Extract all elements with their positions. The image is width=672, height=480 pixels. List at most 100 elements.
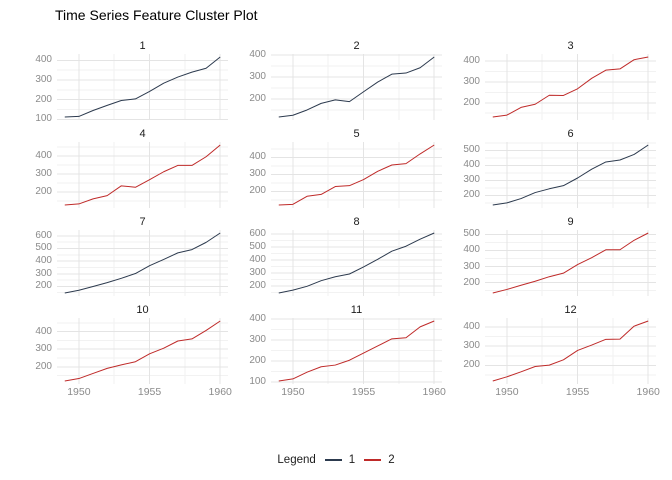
plot-area bbox=[57, 230, 228, 296]
facet-panel: 6 200 300 400 500 bbox=[442, 128, 656, 208]
y-axis-tick-label: 500 bbox=[249, 240, 266, 252]
plot-area bbox=[485, 142, 656, 208]
x-axis-tick-label: 1960 bbox=[208, 386, 232, 398]
legend-item-cluster-1: 1 bbox=[324, 454, 356, 466]
y-axis-tick-label: 200 bbox=[249, 185, 266, 197]
y-axis-tick-label: 300 bbox=[249, 168, 266, 180]
series-line-cluster-1 bbox=[64, 56, 221, 118]
series-line-cluster-1 bbox=[278, 56, 435, 118]
y-axis-tick-label: 200 bbox=[35, 93, 52, 105]
page-title: Time Series Feature Cluster Plot bbox=[55, 7, 258, 23]
plot-area bbox=[271, 54, 442, 120]
facet-title: 1 bbox=[139, 40, 146, 52]
y-axis-tick-label: 200 bbox=[249, 280, 266, 292]
y-axis: 100 200 300 400 bbox=[228, 313, 271, 387]
x-axis-tick-label: 1950 bbox=[67, 386, 91, 398]
plot-area bbox=[57, 142, 228, 208]
facet-panel: 12 200 300 400 1950 1955 1960 bbox=[442, 304, 660, 398]
y-axis-tick-label: 100 bbox=[35, 113, 52, 125]
y-axis-tick-label: 600 bbox=[249, 227, 266, 239]
series-line-cluster-2 bbox=[492, 320, 649, 382]
facet-panel: 9 200 300 400 500 bbox=[442, 216, 656, 296]
plot-area bbox=[271, 230, 442, 296]
facet-title: 6 bbox=[567, 128, 574, 140]
series-line-cluster-2 bbox=[64, 320, 221, 382]
facet-title: 4 bbox=[139, 128, 146, 140]
y-axis: 200 300 400 bbox=[442, 318, 485, 384]
y-axis-tick-label: 500 bbox=[463, 228, 480, 240]
y-axis-tick-label: 200 bbox=[35, 360, 52, 372]
legend: Legend 1 2 bbox=[0, 452, 672, 468]
series-line-cluster-1 bbox=[492, 144, 649, 206]
series-line-cluster-1 bbox=[64, 232, 221, 294]
facet-title: 10 bbox=[136, 304, 149, 316]
y-axis-tick-label: 300 bbox=[249, 267, 266, 279]
y-axis: 200 300 400 500 bbox=[442, 142, 485, 208]
y-axis: 200 300 400 bbox=[228, 49, 271, 120]
y-axis-tick-label: 200 bbox=[463, 96, 480, 108]
y-axis-tick-label: 300 bbox=[463, 75, 480, 87]
legend-title: Legend bbox=[277, 454, 316, 466]
y-axis: 100 200 300 400 bbox=[14, 54, 57, 124]
facet-panel: 5 200 300 400 bbox=[228, 128, 442, 208]
series-line-cluster-2 bbox=[278, 320, 435, 382]
y-axis-tick-label: 400 bbox=[249, 49, 266, 61]
y-axis-tick-label: 300 bbox=[35, 74, 52, 86]
y-axis-tick-label: 200 bbox=[35, 186, 52, 198]
x-axis-tick-label: 1950 bbox=[281, 386, 305, 398]
y-axis-tick-label: 200 bbox=[249, 354, 266, 366]
y-axis-tick-label: 500 bbox=[463, 144, 480, 156]
y-axis-tick-label: 500 bbox=[35, 242, 52, 254]
facet-title: 5 bbox=[353, 128, 360, 140]
y-axis-tick-label: 400 bbox=[463, 159, 480, 171]
plot-area bbox=[271, 142, 442, 208]
x-axis-tick-label: 1960 bbox=[636, 386, 660, 398]
y-axis-tick-label: 200 bbox=[35, 280, 52, 292]
plot-area bbox=[485, 230, 656, 296]
legend-line-swatch-cluster-1-icon bbox=[324, 459, 342, 461]
facet-panel: 2 200 300 400 bbox=[228, 40, 442, 120]
y-axis: 200 300 400 bbox=[228, 142, 271, 208]
y-axis-tick-label: 300 bbox=[249, 333, 266, 345]
y-axis-tick-label: 200 bbox=[463, 276, 480, 288]
y-axis-tick-label: 300 bbox=[463, 260, 480, 272]
facet-panel: 1 100 200 300 400 bbox=[14, 40, 228, 124]
y-axis: 200 300 400 500 600 bbox=[14, 230, 57, 296]
y-axis-tick-label: 400 bbox=[463, 244, 480, 256]
y-axis: 200 300 400 bbox=[14, 142, 57, 208]
y-axis-tick-label: 300 bbox=[35, 168, 52, 180]
x-axis: 1950 1955 1960 bbox=[271, 384, 446, 398]
x-axis-tick-label: 1955 bbox=[565, 386, 590, 398]
x-axis: 1950 1955 1960 bbox=[57, 384, 232, 398]
legend-item-label: 1 bbox=[348, 454, 356, 466]
y-axis-tick-label: 200 bbox=[463, 359, 480, 371]
y-axis: 200 300 400 bbox=[14, 318, 57, 384]
facet-title: 7 bbox=[139, 216, 146, 228]
y-axis-tick-label: 400 bbox=[463, 321, 480, 333]
y-axis-tick-label: 600 bbox=[35, 229, 52, 241]
x-axis-tick-label: 1950 bbox=[495, 386, 519, 398]
y-axis-tick-label: 200 bbox=[463, 189, 480, 201]
x-axis-tick-label: 1955 bbox=[351, 386, 376, 398]
y-axis-tick-label: 300 bbox=[35, 343, 52, 355]
facet-panel: 4 200 300 400 bbox=[14, 128, 228, 208]
x-axis-tick-label: 1955 bbox=[137, 386, 162, 398]
legend-line-swatch-cluster-2-icon bbox=[364, 459, 382, 461]
facet-title: 11 bbox=[350, 304, 363, 316]
plot-area bbox=[57, 318, 228, 384]
y-axis-tick-label: 300 bbox=[463, 174, 480, 186]
y-axis-tick-label: 300 bbox=[463, 340, 480, 352]
facet-title: 2 bbox=[353, 40, 360, 52]
facet-title: 8 bbox=[353, 216, 360, 228]
y-axis-tick-label: 200 bbox=[249, 92, 266, 104]
legend-item-cluster-2: 2 bbox=[364, 454, 395, 466]
facet-panel: 8 200 300 400 500 600 bbox=[228, 216, 442, 296]
y-axis-tick-label: 400 bbox=[35, 150, 52, 162]
y-axis-tick-label: 400 bbox=[35, 255, 52, 267]
y-axis-tick-label: 400 bbox=[463, 54, 480, 66]
y-axis-tick-label: 400 bbox=[249, 312, 266, 324]
y-axis: 200 300 400 500 bbox=[442, 228, 485, 296]
facet-title: 3 bbox=[567, 40, 574, 52]
y-axis: 200 300 400 bbox=[442, 54, 485, 120]
